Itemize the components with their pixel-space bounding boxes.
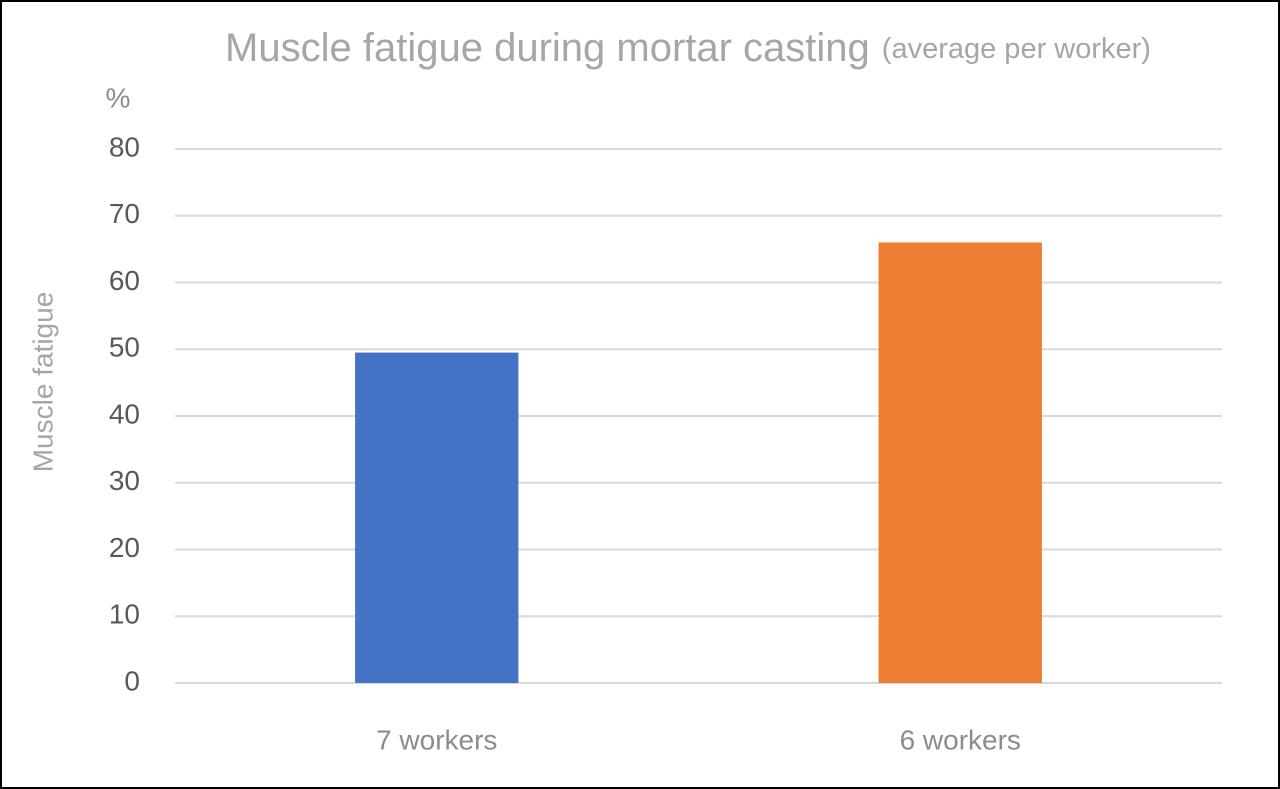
x-tick-label: 6 workers [900,724,1021,755]
chart-subtitle: (average per worker) [882,33,1151,65]
y-axis-label: Muscle fatigue [27,292,58,473]
chart-title: Muscle fatigue during mortar casting [225,26,870,70]
y-tick-label: 60 [109,265,140,296]
y-tick-label: 50 [109,332,140,363]
y-tick-label: 70 [109,198,140,229]
bar [878,242,1042,683]
y-tick-label: 30 [109,465,140,496]
x-tick-label: 7 workers [376,724,497,755]
y-unit: % [106,82,131,113]
bar [355,352,519,683]
y-tick-label: 0 [124,665,140,696]
title-line: Muscle fatigue during mortar casting (ave… [225,26,1151,70]
y-tick-label: 80 [109,131,140,162]
y-tick-label: 20 [109,532,140,563]
y-tick-label: 40 [109,398,140,429]
y-tick-label: 10 [109,599,140,630]
